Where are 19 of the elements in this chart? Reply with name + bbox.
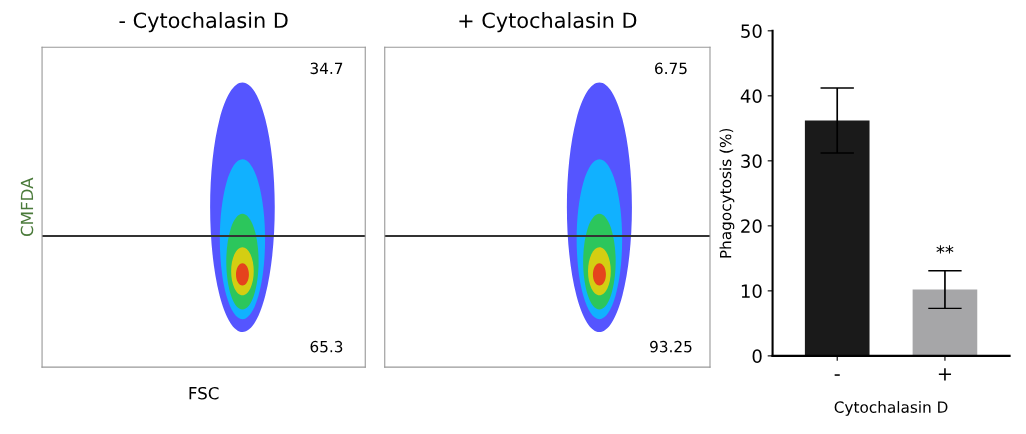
y-tick-label: 10 — [741, 284, 762, 298]
text: 34.7 — [310, 62, 343, 75]
text: 65.3 — [310, 340, 343, 353]
text: 6.75 — [655, 62, 687, 75]
y-tick-label: 50 — [741, 24, 762, 38]
annotation: ** — [936, 245, 954, 254]
y-tick-label: 0 — [752, 349, 762, 363]
text: - Cytochalasin D — [119, 12, 288, 33]
text: FSC — [189, 386, 219, 400]
text: 93.25 — [650, 340, 692, 353]
text: + Cytochalasin D — [459, 12, 637, 33]
x-axis-title: Cytochalasin D — [834, 401, 948, 416]
y-axis-title: Phagocytosis (%) — [719, 128, 735, 258]
x-tick-label: + — [938, 368, 952, 381]
x-tick-label: - — [834, 374, 840, 376]
y-tick-label: 30 — [741, 154, 762, 168]
text: CMFDA — [20, 177, 34, 237]
y-tick-label: 40 — [740, 89, 762, 103]
y-tick-label: 20 — [741, 219, 762, 233]
